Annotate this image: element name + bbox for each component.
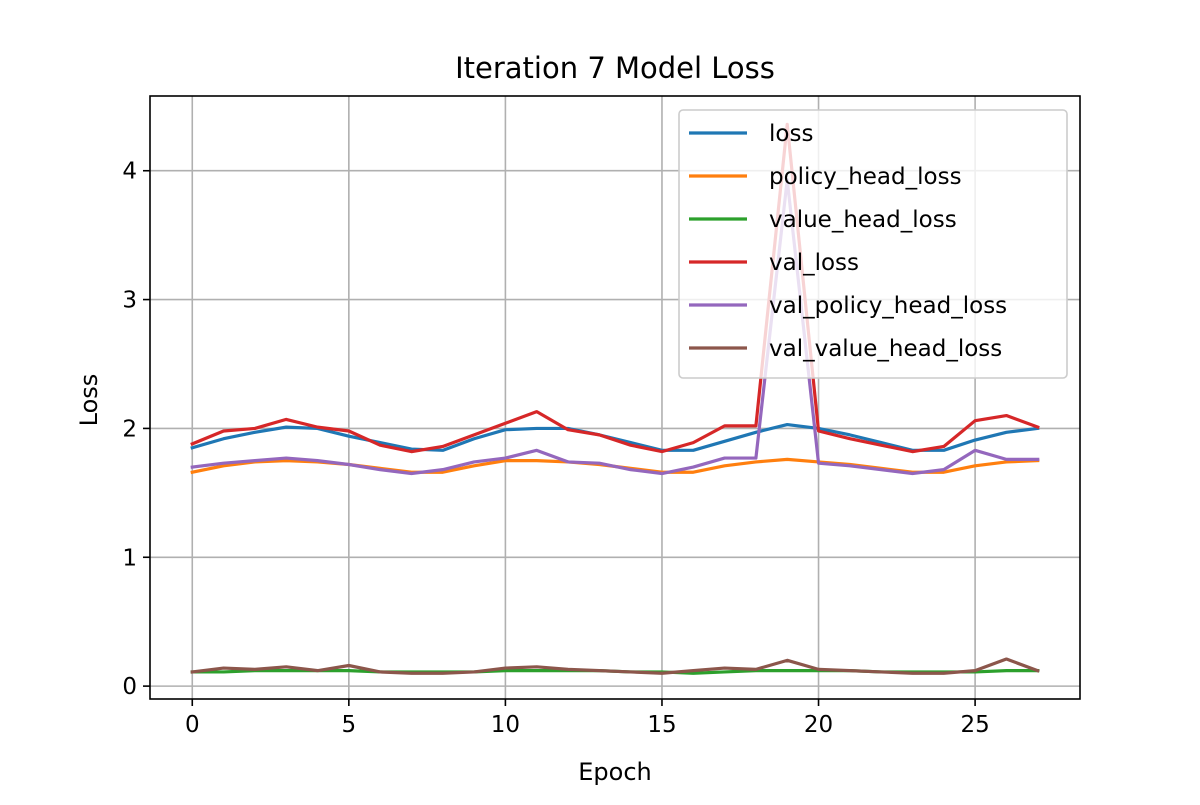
axis-ticks: 0 5 10 15 20 25 0 1 2 3 4 (122, 159, 989, 738)
x-tick-label: 15 (647, 712, 676, 738)
plot-frame (149, 95, 1081, 700)
legend-label: val_policy_head_loss (769, 293, 1007, 319)
series-lines (190, 122, 1040, 675)
x-tick-label: 20 (804, 712, 833, 738)
y-tick-label: 2 (122, 416, 137, 442)
x-tick-label: 5 (342, 712, 357, 738)
legend-label: val_value_head_loss (769, 336, 1002, 362)
chart-title: Iteration 7 Model Loss (455, 51, 775, 85)
x-tick-label: 10 (491, 712, 520, 738)
series-line-val-value-head-loss (190, 657, 1040, 675)
series-line-val-loss (190, 122, 1040, 454)
legend: loss policy_head_loss value_head_loss val_l… (678, 109, 1068, 379)
legend-box (678, 109, 1068, 379)
legend-label: value_head_loss (769, 207, 957, 233)
legend-label: loss (769, 121, 813, 147)
y-tick-label: 4 (122, 159, 137, 185)
x-tick-label: 0 (185, 712, 200, 738)
y-tick-label: 0 (122, 674, 137, 700)
y-tick-label: 3 (122, 288, 137, 314)
legend-label: val_loss (769, 250, 859, 276)
legend-label: policy_head_loss (769, 164, 962, 190)
y-axis-label: Loss (75, 374, 103, 427)
x-tick-label: 25 (960, 712, 989, 738)
x-axis-label: Epoch (578, 758, 652, 786)
y-tick-label: 1 (122, 545, 137, 571)
series-line-val-policy-head-loss (190, 178, 1040, 476)
